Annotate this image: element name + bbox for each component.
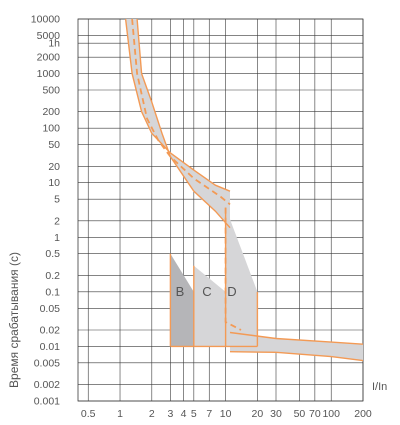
y-tick-label-14: 0.5 — [45, 248, 60, 260]
x-tick-label-9: 30 — [270, 408, 282, 420]
x-tick-label-12: 100 — [322, 408, 340, 420]
x-tick-label-1: 1 — [117, 408, 123, 420]
y-axis-label: Время срабатывания (с) — [7, 252, 21, 388]
series-C-region — [193, 265, 226, 347]
x-tick-label-8: 20 — [252, 408, 264, 420]
series-label-B: B — [176, 284, 185, 299]
x-tick-label-4: 4 — [181, 408, 187, 420]
y-tick-label-5: 500 — [42, 84, 60, 96]
y-tick-label-17: 0.05 — [40, 303, 61, 315]
x-tick-label-11: 70 — [309, 408, 321, 420]
series-labels: B C D — [176, 284, 237, 299]
series-B-region — [170, 253, 194, 347]
y-tick-label-1: 5000 — [37, 30, 61, 42]
y-tick-label-13: 1 — [54, 232, 60, 244]
y-tick-label-15: 0.2 — [45, 270, 60, 282]
tail-lower-line — [229, 351, 364, 362]
tail-band — [230, 332, 363, 361]
y-tick-label-19: 0.01 — [40, 341, 61, 353]
x-tick-label-2: 2 — [149, 408, 155, 420]
x-axis-label: I/In — [372, 381, 387, 393]
thermal-dashed-line — [131, 18, 231, 206]
series-label-D: D — [227, 284, 236, 299]
y-tick-label-2: 1h — [48, 38, 60, 50]
x-tick-label-5: 5 — [191, 408, 197, 420]
y-tick-label-4: 1000 — [37, 68, 61, 80]
plot-border — [77, 18, 364, 402]
x-tick-label-0: 0.5 — [81, 408, 96, 420]
y-tick-label-0: 10000 — [31, 14, 60, 26]
x-tick-label-3: 3 — [167, 408, 173, 420]
y-tick-label-20: 0.005 — [34, 357, 60, 369]
grid — [77, 18, 364, 402]
x-tick-label-7: 10 — [220, 408, 232, 420]
series-C-dashed-line — [224, 207, 242, 331]
x-tick-labels: 0.5 1 2 3 4 5 7 10 20 30 50 70 100 200 — [81, 408, 372, 420]
x-tick-label-10: 50 — [294, 408, 306, 420]
y-tick-label-12: 2 — [54, 215, 60, 227]
y-tick-label-16: 0.1 — [45, 286, 60, 298]
y-tick-label-8: 50 — [48, 139, 60, 151]
series-D-region — [225, 207, 258, 347]
curves — [124, 18, 364, 362]
y-tick-label-6: 200 — [42, 106, 60, 118]
series-label-C: C — [202, 284, 211, 299]
thermal-upper-line — [124, 18, 231, 192]
tail-upper-line — [229, 331, 364, 345]
y-tick-label-22: 0.001 — [34, 396, 60, 408]
y-tick-label-11: 5 — [54, 194, 60, 206]
y-tick-label-18: 0.02 — [40, 325, 61, 337]
y-tick-label-21: 0.002 — [34, 379, 60, 391]
y-tick-label-7: 100 — [42, 123, 60, 135]
x-tick-label-13: 200 — [354, 408, 372, 420]
x-tick-label-6: 7 — [206, 408, 212, 420]
thermal-band — [125, 19, 230, 228]
thermal-lower-line — [136, 18, 231, 229]
y-tick-label-10: 10 — [48, 177, 60, 189]
y-tick-label-9: 20 — [48, 161, 60, 173]
y-tick-label-3: 2000 — [37, 52, 61, 64]
